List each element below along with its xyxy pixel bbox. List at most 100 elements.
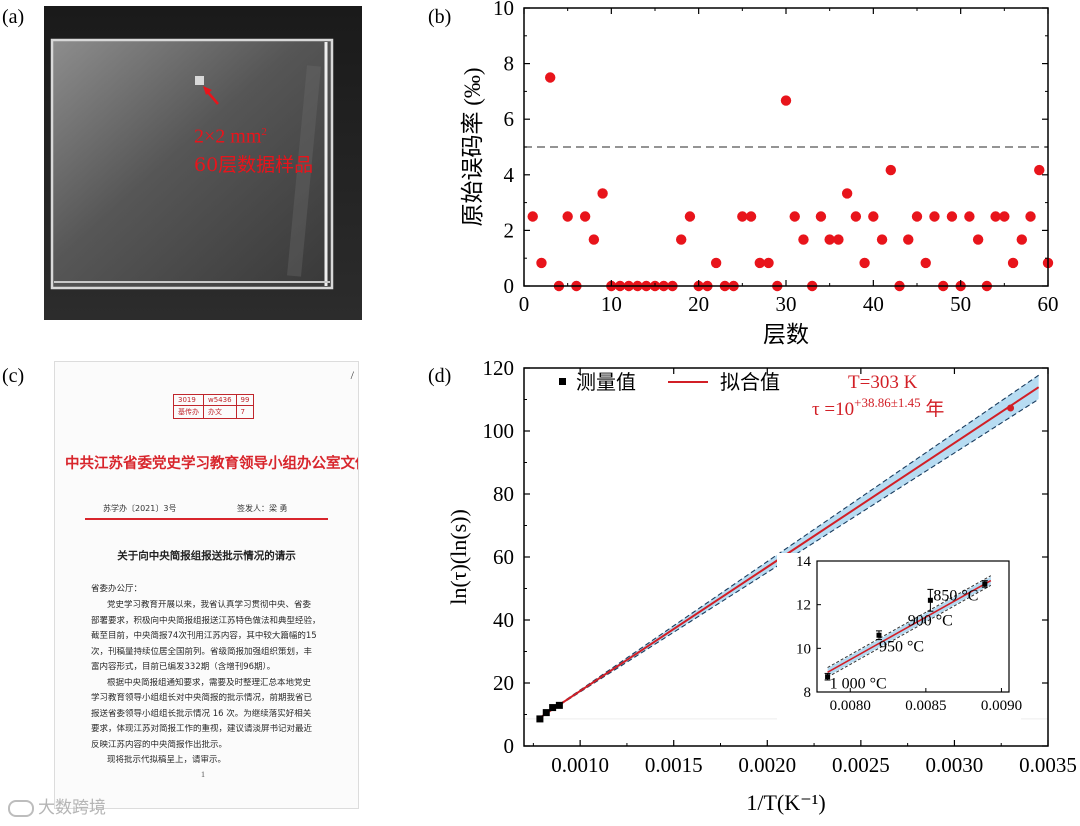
red-rule: [85, 518, 328, 520]
document-body-line: 要求，体现江苏对简报工作的重视，建议请淡屏书记对最近: [91, 724, 313, 734]
data-point: [798, 234, 809, 245]
data-point: [868, 211, 879, 222]
x-tick-label: 0.0015: [645, 753, 703, 777]
data-point: [562, 211, 573, 222]
x-tick-label: 30: [776, 292, 797, 316]
data-point: [684, 211, 696, 222]
inset-y-tick-label: 12: [796, 598, 811, 614]
data-sample-square: [195, 76, 204, 85]
data-point: [710, 257, 722, 269]
data-point: [876, 234, 888, 245]
x-tick-label: 0.0010: [551, 753, 609, 777]
data-point: [972, 234, 984, 245]
data-point: [1016, 234, 1027, 245]
watermark: 大数跨境: [8, 793, 106, 818]
y-tick-label: 80: [493, 482, 514, 506]
x-tick-label: 0: [519, 292, 530, 316]
document-salutation: 省委办公厅：: [91, 584, 143, 594]
y-tick-label: 2: [504, 218, 515, 242]
x-tick-label: 0.0030: [926, 753, 984, 777]
inset-measured-point: [825, 674, 831, 680]
inset-upper-bound: [827, 575, 992, 668]
inset-fit-line: [827, 579, 992, 674]
data-point: [911, 211, 923, 222]
data-point: [885, 164, 896, 176]
inset-temperature-label: 950 °C: [879, 639, 924, 656]
y-tick-label: 0: [504, 274, 515, 298]
document-body-line: 现将批示代拟稿呈上，请审示。: [107, 755, 227, 765]
x-tick-label: 60: [1038, 292, 1059, 316]
data-point: [815, 211, 827, 222]
data-point: [903, 234, 914, 245]
data-point: [1025, 211, 1036, 222]
glass-plate-illustration: [44, 6, 362, 320]
y-tick-label: 20: [493, 671, 514, 695]
document-body-line: 次，刊稿量持续位居全国前列。省级简报加强组织策划，丰: [91, 646, 313, 657]
data-point: [850, 211, 862, 222]
document-header: 中共江苏省委党史学习教育领导小组办公室文件: [65, 455, 358, 472]
inset-temperature-label: 850 °C: [933, 587, 978, 604]
measured-point: [555, 701, 563, 709]
page-number: 1: [201, 770, 205, 779]
data-point: [964, 211, 975, 222]
data-point: [676, 234, 687, 245]
data-point: [754, 257, 765, 269]
data-point: [833, 234, 844, 245]
x-axis-title: 1/T(K⁻¹): [746, 790, 825, 815]
y-tick-label: 100: [483, 419, 515, 443]
sample-caption: 2×2 mm2 60层数据样品: [194, 118, 313, 179]
inset-measured-point: [876, 632, 882, 638]
document-scan: / 3019 w5436 99 基传办 办文 7 中共江苏省委党史学习教育领导小…: [55, 362, 358, 808]
upper-bound-line: [539, 374, 1039, 719]
stamp-cell: 7: [235, 405, 255, 419]
legend-measured-label: 测量值: [576, 371, 636, 394]
inset-frame: [816, 560, 1010, 693]
y-tick-label: 60: [493, 545, 514, 569]
stamp-cell: 3019: [173, 394, 204, 406]
data-point: [789, 211, 800, 222]
inset-temperature-label: 900 °C: [908, 612, 953, 629]
document-body-line: 富内容形式，目前已编发332期（含增刊96期）。: [91, 662, 276, 672]
document-signer: 签发人：梁 勇: [237, 504, 288, 513]
inset-x-tick-label: 0.0080: [830, 698, 871, 714]
document-body-line: 学习教育领导小组组长对中央简报的批示情况，前期我省已: [91, 693, 313, 703]
lower-bound-line: [539, 398, 1039, 719]
inset-x-tick-label: 0.0090: [981, 698, 1022, 714]
bit-error-scatter-chart: 0 10 20 30 40 50 60 0 2 4 6 8 10 层数 原始误码率 (‰): [460, 0, 1059, 347]
document-body-line: 根据中央简报组通知要求，需要及时整理汇总本地党史: [107, 677, 312, 688]
x-tick-label: 50: [950, 292, 971, 316]
measured-point: [536, 715, 544, 723]
panel-label-d: (d): [428, 365, 452, 387]
panel-label-a: (a): [2, 6, 25, 28]
inset-y-tick-label: 8: [804, 685, 812, 701]
data-point: [763, 257, 774, 269]
y-tick-label: 0: [504, 734, 515, 758]
x-tick-label: 10: [601, 292, 622, 316]
data-point: [841, 188, 853, 199]
sample-photo: 2×2 mm2 60层数据样品: [44, 6, 362, 320]
inset-x-tick-label: 0.0085: [905, 698, 946, 714]
y-tick-label: 40: [493, 608, 514, 632]
document-body-line: 部署要求，积极向中央简报组报送江苏特色做法和典型经验，: [91, 615, 321, 626]
data-point: [579, 211, 591, 222]
panel-label-b: (b): [428, 6, 452, 28]
document-body-line: 反映江苏内容的中央简报作出批示。: [91, 739, 228, 750]
data-point: [597, 188, 608, 199]
inset-y-tick-label: 14: [796, 554, 812, 570]
x-tick-label: 0.0025: [832, 753, 890, 777]
document-body-line: 报送省委领导小组组长批示情况 16 次。为继续落实好相关: [91, 708, 312, 719]
data-point: [536, 257, 547, 269]
y-tick-label: 4: [504, 163, 515, 187]
inset-measured-point: [927, 597, 933, 603]
y-tick-label: 120: [483, 356, 515, 380]
stamp-cell: 办文: [203, 405, 237, 419]
x-tick-label: 0.0035: [1019, 753, 1077, 777]
legend-measured-marker: [559, 378, 566, 385]
y-tick-label: 10: [493, 0, 514, 20]
data-point: [588, 234, 600, 245]
x-tick-label: 20: [688, 292, 709, 316]
x-tick-label: 0.0020: [738, 753, 796, 777]
annotation-lifetime: τ =10+38.86±1.45 年: [812, 395, 944, 420]
y-axis-title: ln(τ)(ln(s)): [446, 509, 471, 605]
sample-size-label: 2×2 mm2: [194, 125, 267, 148]
